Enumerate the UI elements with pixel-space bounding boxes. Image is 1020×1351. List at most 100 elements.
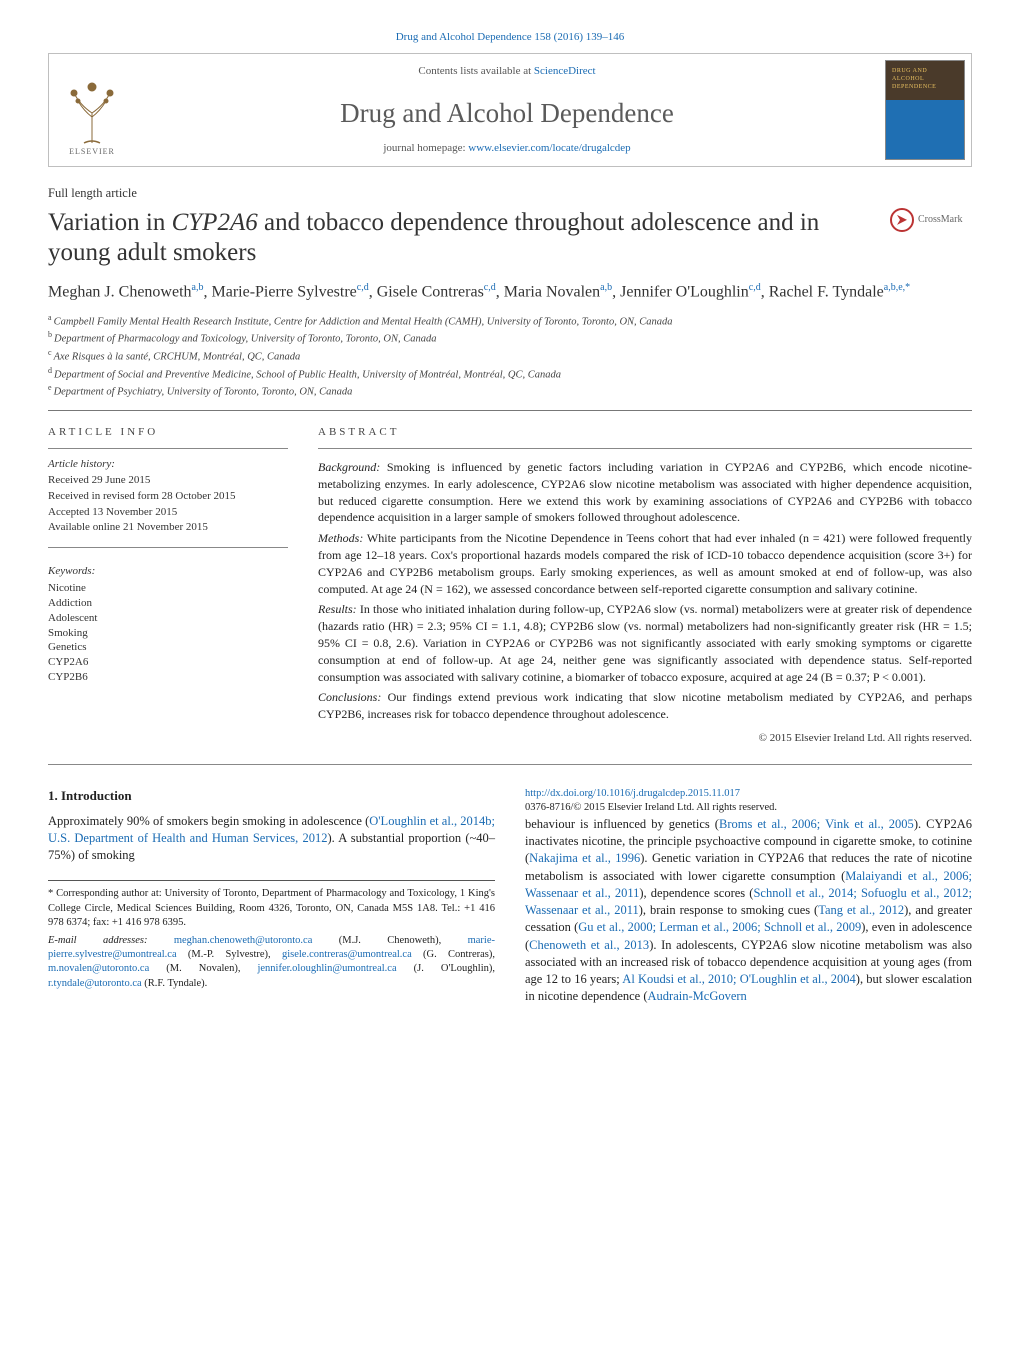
author-affiliation-sup: c,d <box>749 282 761 293</box>
abstract-label: Results: <box>318 602 357 616</box>
emails-label: E-mail addresses: <box>48 935 174 946</box>
section-number: 1. <box>48 788 58 803</box>
crossmark-badge[interactable]: CrossMark <box>890 208 972 232</box>
keyword: Genetics <box>48 640 288 655</box>
corresponding-author-footnote: * Corresponding author at: University of… <box>48 880 495 990</box>
keyword: Adolescent <box>48 611 288 626</box>
keywords-heading: Keywords: <box>48 564 288 579</box>
author: Rachel F. Tyndale <box>769 283 884 300</box>
affiliation: b Department of Pharmacology and Toxicol… <box>48 329 972 347</box>
keyword: Addiction <box>48 596 288 611</box>
affiliation-sup: a <box>48 313 54 322</box>
cover-thumb-cell: DRUG AND ALCOHOL DEPENDENCE <box>879 54 971 166</box>
author: Jennifer O'Loughlin <box>620 283 749 300</box>
publisher-logo-cell: ELSEVIER <box>49 54 135 166</box>
author: Marie-Pierre Sylvestre <box>211 283 356 300</box>
abstract-label: Methods: <box>318 531 363 545</box>
sciencedirect-link[interactable]: ScienceDirect <box>534 65 596 77</box>
history-heading: Article history: <box>48 457 288 472</box>
article-body: 1. Introduction Approximately 90% of smo… <box>48 787 972 1007</box>
author-affiliation-sup: c,d <box>484 282 496 293</box>
journal-cover-thumbnail: DRUG AND ALCOHOL DEPENDENCE <box>885 60 965 160</box>
section-title: Introduction <box>61 788 132 803</box>
body-separator <box>48 764 972 765</box>
author-affiliation-sup: a,b,e,* <box>884 282 910 293</box>
citation-link-7[interactable]: Gu et al., 2000; Lerman et al., 2006; Sc… <box>578 920 861 934</box>
citation-link-3[interactable]: Nakajima et al., 1996 <box>529 851 640 865</box>
abstract-body: Background: Smoking is influenced by gen… <box>318 459 972 723</box>
author-email-link[interactable]: gisele.contreras@umontreal.ca <box>282 949 412 960</box>
crossmark-icon <box>890 208 914 232</box>
keyword: Smoking <box>48 626 288 641</box>
author-affiliation-sup: a,b <box>192 282 204 293</box>
journal-citation: Drug and Alcohol Dependence 158 (2016) 1… <box>48 30 972 45</box>
history-revised: Received in revised form 28 October 2015 <box>48 489 288 504</box>
homepage-link[interactable]: www.elsevier.com/locate/drugalcdep <box>468 142 630 154</box>
p2d: ), dependence scores ( <box>639 886 753 900</box>
history-accepted: Accepted 13 November 2015 <box>48 505 288 520</box>
intro-paragraph-1: Approximately 90% of smokers begin smoki… <box>48 813 495 865</box>
author-email-link[interactable]: m.novalen@utoronto.ca <box>48 963 149 974</box>
keyword: Nicotine <box>48 581 288 596</box>
article-history: Article history: Received 29 June 2015 R… <box>48 457 288 535</box>
p2e: ), brain response to smoking cues ( <box>639 903 818 917</box>
affiliation-sup: e <box>48 383 54 392</box>
abstract-paragraph: Methods: White participants from the Nic… <box>318 530 972 597</box>
abstract-heading: abstract <box>318 425 972 440</box>
p2a: behaviour is influenced by genetics ( <box>525 817 719 831</box>
keyword: CYP2A6 <box>48 655 288 670</box>
cover-label: DRUG AND ALCOHOL DEPENDENCE <box>892 67 958 91</box>
contents-prefix: Contents lists available at <box>418 65 533 77</box>
citation-link[interactable]: Drug and Alcohol Dependence 158 (2016) 1… <box>396 31 625 43</box>
author-affiliation-sup: c,d <box>357 282 369 293</box>
affiliations: a Campbell Family Mental Health Research… <box>48 312 972 401</box>
abstract-column: abstract Background: Smoking is influenc… <box>318 425 972 746</box>
p1a: Approximately 90% of smokers begin smoki… <box>48 814 369 828</box>
history-online: Available online 21 November 2015 <box>48 520 288 535</box>
citation-link-8[interactable]: Chenoweth et al., 2013 <box>529 938 649 952</box>
contents-available: Contents lists available at ScienceDirec… <box>143 64 871 79</box>
citation-link-2[interactable]: Broms et al., 2006; Vink et al., 2005 <box>719 817 914 831</box>
article-info-heading: article info <box>48 425 288 440</box>
abstract-label: Background: <box>318 460 380 474</box>
section-heading-intro: 1. Introduction <box>48 787 495 805</box>
article-title: Variation in CYP2A6 and tobacco dependen… <box>48 208 876 269</box>
affiliation-sup: d <box>48 366 54 375</box>
doi-block: http://dx.doi.org/10.1016/j.drugalcdep.2… <box>525 787 972 816</box>
corr-star: * <box>48 888 56 899</box>
abstract-paragraph: Results: In those who initiated inhalati… <box>318 601 972 685</box>
author-email-link[interactable]: meghan.chenoweth@utoronto.ca <box>174 935 313 946</box>
author-email-link[interactable]: jennifer.oloughlin@umontreal.ca <box>257 963 396 974</box>
citation-link-10[interactable]: Audrain-McGovern <box>648 989 747 1003</box>
title-part-1: Variation in <box>48 209 172 236</box>
corr-text: Corresponding author at: University of T… <box>48 888 495 927</box>
doi-link[interactable]: http://dx.doi.org/10.1016/j.drugalcdep.2… <box>525 788 740 799</box>
header-separator <box>48 410 972 411</box>
abstract-rule <box>318 448 972 449</box>
abstract-paragraph: Conclusions: Our findings extend previou… <box>318 689 972 723</box>
citation-link-6[interactable]: Tang et al., 2012 <box>818 903 904 917</box>
journal-header: ELSEVIER Contents lists available at Sci… <box>48 53 972 167</box>
author: Gisele Contreras <box>377 283 484 300</box>
affiliation-sup: b <box>48 330 54 339</box>
publisher-name: ELSEVIER <box>62 147 122 158</box>
keywords-block: Keywords: NicotineAddictionAdolescentSmo… <box>48 564 288 685</box>
affiliation: e Department of Psychiatry, University o… <box>48 382 972 400</box>
issn-copyright: 0376-8716/© 2015 Elsevier Ireland Ltd. A… <box>525 802 777 813</box>
abstract-copyright: © 2015 Elsevier Ireland Ltd. All rights … <box>318 731 972 746</box>
affiliation-sup: c <box>48 348 54 357</box>
keyword: CYP2B6 <box>48 670 288 685</box>
affiliation: d Department of Social and Preventive Me… <box>48 365 972 383</box>
author-email-link[interactable]: r.tyndale@utoronto.ca <box>48 978 142 989</box>
author: Maria Novalen <box>504 283 600 300</box>
citation-link-9[interactable]: Al Koudsi et al., 2010; O'Loughlin et al… <box>622 972 856 986</box>
article-info-column: article info Article history: Received 2… <box>48 425 288 746</box>
history-received: Received 29 June 2015 <box>48 473 288 488</box>
abstract-label: Conclusions: <box>318 690 381 704</box>
affiliation: c Axe Risques à la santé, CRCHUM, Montré… <box>48 347 972 365</box>
author: Meghan J. Chenoweth <box>48 283 192 300</box>
info-rule <box>48 448 288 449</box>
elsevier-tree-icon <box>62 73 122 145</box>
affiliation: a Campbell Family Mental Health Research… <box>48 312 972 330</box>
crossmark-label: CrossMark <box>918 213 962 227</box>
